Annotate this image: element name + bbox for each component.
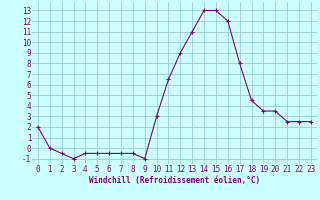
X-axis label: Windchill (Refroidissement éolien,°C): Windchill (Refroidissement éolien,°C) xyxy=(89,176,260,185)
